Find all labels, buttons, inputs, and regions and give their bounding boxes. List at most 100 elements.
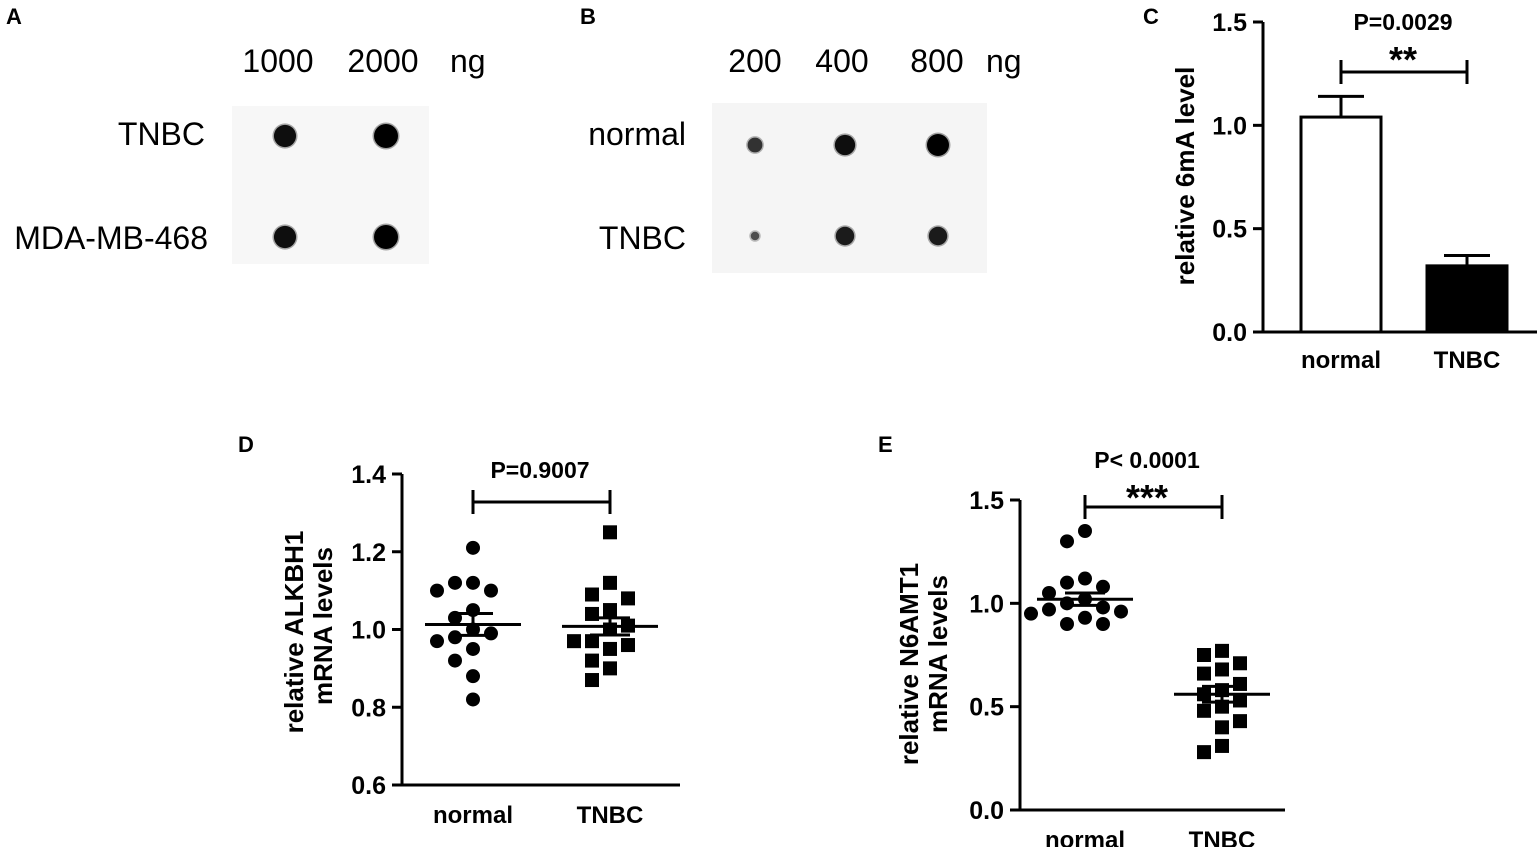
d-point-tnbc-1 [603, 575, 617, 590]
panel-e: E relative N6AMT1 mRNA levels P< 0.0001 … [878, 432, 1285, 847]
blot-b-spot-0-0 [747, 137, 763, 153]
d-xtick-label-1: TNBC [577, 802, 644, 829]
d-point-normal-1 [466, 575, 480, 590]
panel-label-d: D [238, 432, 254, 457]
d-ytick-label-1: 0.8 [351, 694, 386, 722]
d-pvalue: P=0.9007 [490, 457, 589, 483]
blot-b-spot-1-2 [928, 226, 948, 246]
c-pvalue: P=0.0029 [1353, 9, 1452, 35]
d-ytick-label-2: 1.0 [351, 617, 386, 645]
e-xtick-label-0: normal [1045, 827, 1125, 847]
d-point-normal-11 [466, 641, 480, 656]
d-point-tnbc-10 [621, 638, 635, 653]
e-point-normal-0 [1078, 524, 1092, 538]
d-point-tnbc-11 [603, 641, 617, 656]
e-point-normal-1 [1060, 534, 1074, 549]
blot-a-unit: ng [450, 43, 486, 79]
e-point-tnbc-8 [1233, 693, 1247, 708]
d-ytick-label-4: 1.4 [351, 461, 386, 489]
c-ytick-label-0: 0.0 [1212, 319, 1247, 347]
d-point-normal-14 [466, 692, 480, 707]
c-stars: ** [1389, 39, 1417, 80]
c-xtick-label-0: normal [1301, 347, 1381, 374]
d-point-normal-2 [448, 575, 462, 590]
e-point-tnbc-2 [1233, 656, 1247, 671]
blot-a-amount-2000: 2000 [347, 43, 418, 79]
e-point-tnbc-11 [1233, 714, 1247, 729]
e-point-normal-11 [1024, 606, 1038, 621]
e-ylabel-line2: mRNA levels [923, 575, 953, 733]
e-point-normal-2 [1078, 571, 1092, 586]
d-point-tnbc-12 [585, 653, 599, 668]
blot-a-spot-0-0 [273, 124, 297, 148]
blot-a-spot-0-1 [374, 124, 398, 148]
e-point-normal-8 [1096, 600, 1110, 615]
c-bar-normal [1299, 115, 1383, 334]
d-ytick-label-0: 0.6 [351, 772, 386, 800]
e-xtick-label-1: TNBC [1189, 827, 1256, 847]
c-ytick-label-3: 1.5 [1212, 9, 1247, 37]
blot-b-unit: ng [986, 43, 1022, 79]
d-point-tnbc-3 [621, 591, 635, 606]
panel-a: A 1000 2000 ng TNBC MDA-MB-468 [6, 4, 486, 264]
d-point-tnbc-4 [603, 603, 617, 618]
c-marks: 0.0 0.5 1.0 1.5 normal TNBC [1212, 9, 1537, 374]
panel-label-c: C [1143, 4, 1159, 29]
e-point-tnbc-10 [1197, 703, 1211, 718]
blot-b-sample-tnbc: TNBC [599, 220, 686, 256]
blot-b-spot-0-2 [927, 134, 949, 156]
d-ylabel-line1: relative ALKBH1 [279, 531, 309, 734]
panel-c: C relative 6mA level P=0.0029 ** 0.0 0.5 1… [1143, 4, 1537, 374]
c-xtick-label-1: TNBC [1434, 347, 1501, 374]
panel-label-e: E [878, 432, 893, 457]
blot-b-spot-1-0 [750, 231, 760, 241]
blot-a-sample-mda: MDA-MB-468 [14, 220, 208, 256]
panel-label-b: B [580, 4, 596, 29]
blot-b-sample-normal: normal [588, 116, 686, 152]
d-ytick-label-3: 1.2 [351, 539, 386, 567]
e-ytick-label-3: 1.5 [969, 487, 1004, 515]
d-marks: 0.6 0.8 1.0 1.2 1.4 normal TNBC [351, 461, 680, 829]
blot-b-spots [746, 132, 951, 247]
e-point-tnbc-14 [1197, 745, 1211, 760]
panel-d: D relative ALKBH1 mRNA levels P=0.9007 0… [238, 432, 680, 829]
d-point-tnbc-0 [603, 525, 617, 540]
e-point-tnbc-4 [1197, 666, 1211, 681]
d-point-normal-9 [448, 630, 462, 645]
e-ylabel-line1: relative N6AMT1 [894, 563, 924, 765]
e-point-normal-12 [1078, 610, 1092, 625]
d-point-tnbc-9 [567, 634, 581, 649]
e-ytick-label-2: 1.0 [969, 590, 1004, 618]
panel-b: B 200 400 800 ng normal TNBC [580, 4, 1022, 273]
d-point-tnbc-8 [585, 634, 599, 649]
e-point-normal-14 [1096, 617, 1110, 631]
blot-b-spot-1-1 [835, 226, 855, 246]
e-point-normal-3 [1060, 575, 1074, 590]
blot-b-amount-800: 800 [910, 43, 963, 79]
e-point-tnbc-12 [1215, 720, 1229, 735]
d-point-normal-10 [430, 634, 444, 649]
d-point-normal-12 [448, 653, 462, 668]
e-point-normal-10 [1114, 604, 1128, 619]
e-point-normal-5 [1042, 586, 1056, 600]
d-ylabel-line2: mRNA levels [308, 547, 338, 705]
blot-a-amount-1000: 1000 [242, 43, 313, 79]
e-point-normal-4 [1096, 579, 1110, 594]
d-point-normal-13 [466, 669, 480, 684]
e-point-normal-13 [1060, 617, 1074, 631]
c-bar-tnbc [1425, 264, 1509, 334]
e-point-tnbc-0 [1215, 643, 1229, 658]
blot-a-membrane [232, 106, 429, 264]
blot-a-spot-1-0 [273, 225, 297, 249]
blot-b-amount-200: 200 [728, 43, 781, 79]
e-pvalue: P< 0.0001 [1094, 447, 1200, 473]
e-ytick-label-1: 0.5 [969, 694, 1004, 722]
e-point-tnbc-3 [1215, 662, 1229, 677]
e-point-tnbc-1 [1197, 648, 1211, 662]
d-point-normal-0 [466, 540, 480, 555]
c-ytick-label-2: 1.0 [1212, 112, 1247, 140]
blot-b-membrane [712, 103, 987, 273]
blot-a-sample-tnbc: TNBC [118, 116, 205, 152]
e-stars: *** [1126, 477, 1168, 518]
